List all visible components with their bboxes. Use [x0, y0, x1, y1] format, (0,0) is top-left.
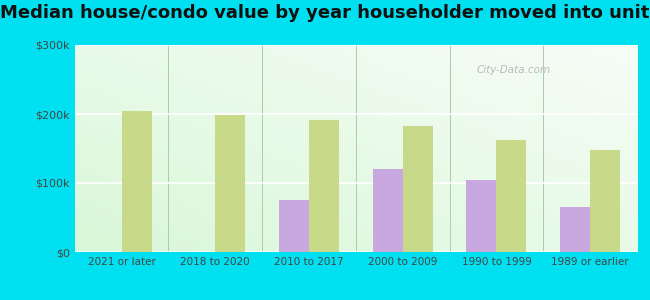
- Bar: [560, 207, 590, 252]
- Bar: [467, 179, 497, 252]
- Bar: [279, 200, 309, 252]
- Text: Median house/condo value by year householder moved into unit: Median house/condo value by year househo…: [0, 4, 650, 22]
- Bar: [122, 111, 151, 252]
- Bar: [372, 169, 403, 252]
- Text: City-Data.com: City-Data.com: [476, 65, 551, 75]
- Bar: [215, 116, 245, 252]
- Bar: [590, 150, 620, 252]
- Bar: [403, 126, 433, 252]
- Bar: [497, 140, 526, 252]
- Bar: [309, 119, 339, 252]
